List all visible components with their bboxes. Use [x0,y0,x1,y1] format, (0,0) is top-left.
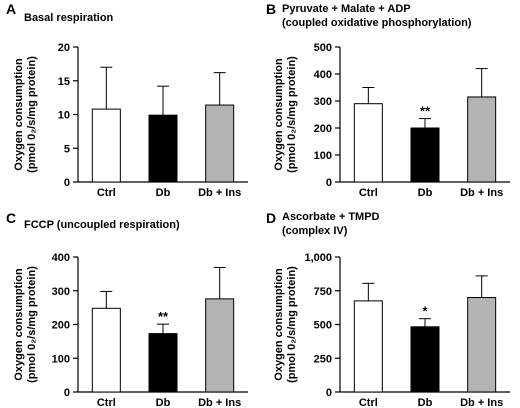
x-tick-label: Db + Ins [198,187,241,199]
bar-0 [353,300,383,393]
y-tick-label: 200 [314,123,332,135]
x-tick-label: Db [156,187,171,199]
panel-letter: C [6,210,16,226]
x-tick-label: Ctrl [359,187,378,199]
y-axis-label: (pmol 0₂/s/mg protein) [286,56,298,173]
x-tick-label: Db [156,397,171,408]
panel-letter: D [266,210,276,226]
y-tick-label: 0 [64,177,70,189]
bar-0 [91,108,121,183]
x-tick-label: Db + Ins [198,397,241,408]
panel-a: A Basal respiration Oxygen consumption (pmo… [6,1,248,199]
y-tick-label: 400 [52,252,70,264]
y-tick-label: 15 [58,76,70,88]
significance-marker: ** [420,104,431,119]
significance-marker: * [422,304,428,319]
bar-2 [467,96,497,183]
y-tick-label: 10 [58,110,70,122]
y-tick-label: 0 [326,387,332,399]
bar-0 [91,307,121,393]
bar-1 [148,114,178,183]
y-tick-label: 1,000 [304,252,332,264]
bar-2 [205,298,235,393]
bar-1 [148,333,178,393]
y-axis-label: Oxygen consumption [13,58,25,171]
x-tick-label: Db [418,397,433,408]
x-tick-label: Ctrl [97,187,116,199]
y-tick-label: 500 [314,320,332,332]
y-axis-label: Oxygen consumption [13,268,25,381]
y-tick-label: 500 [314,42,332,54]
y-axis-label: (pmol 0₂/s/mg protein) [286,266,298,383]
x-tick-label: Ctrl [359,397,378,408]
panel-letter: A [6,1,16,17]
y-axis-label: (pmol 0₂/s/mg protein) [26,56,38,173]
panel-title: (complex IV) [282,225,348,237]
y-tick-label: 750 [314,286,332,298]
y-tick-label: 5 [64,143,70,155]
panel-letter: B [266,1,276,17]
panel-title: Ascorbate + TMPD [282,211,380,223]
x-tick-label: Db [418,187,433,199]
panel-b: B Pyruvate + Malate + ADP (coupled oxidati… [266,1,510,199]
y-axis-label: (pmol 0₂/s/mg protein) [26,266,38,383]
panel-title: FCCP (uncoupled respiration) [24,219,180,231]
y-tick-label: 100 [314,150,332,162]
y-tick-label: 300 [52,286,70,298]
x-tick-label: Db + Ins [460,187,503,199]
bar-1 [410,127,440,183]
y-tick-label: 20 [58,42,70,54]
y-tick-label: 0 [64,387,70,399]
y-tick-label: 400 [314,69,332,81]
bar-2 [205,104,235,183]
panel-title: (coupled oxidative phosphorylation) [282,17,472,29]
panel-c: C FCCP (uncoupled respiration) Oxygen cons… [6,210,248,408]
y-tick-label: 300 [314,96,332,108]
y-tick-label: 250 [314,353,332,365]
significance-marker: ** [158,309,169,324]
y-axis-label: Oxygen consumption [273,58,285,171]
x-tick-label: Ctrl [97,397,116,408]
y-tick-label: 0 [326,177,332,189]
panel-title: Pyruvate + Malate + ADP [282,3,411,15]
panel-title: Basal respiration [24,12,114,24]
y-axis-label: Oxygen consumption [273,268,285,381]
bar-0 [353,103,383,183]
x-tick-label: Db + Ins [460,397,503,408]
y-tick-label: 200 [52,320,70,332]
bar-1 [410,326,440,393]
panel-d: D Ascorbate + TMPD (complex IV) Oxygen cons… [266,210,510,408]
y-tick-label: 100 [52,353,70,365]
bar-2 [467,297,497,393]
